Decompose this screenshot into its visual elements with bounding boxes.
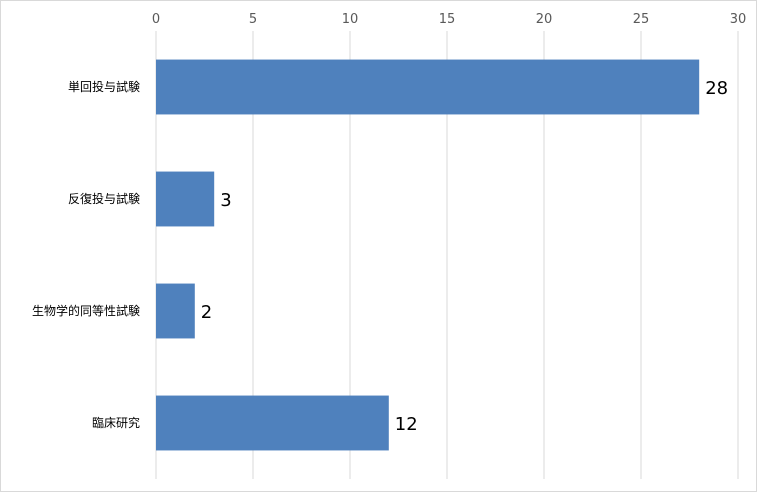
category-label: 単回投与試験	[68, 79, 140, 94]
bars	[156, 59, 700, 451]
bar	[156, 395, 389, 451]
x-tick-label: 20	[536, 12, 553, 27]
bar	[156, 171, 215, 227]
bar	[156, 283, 195, 339]
x-tick-label: 10	[342, 12, 359, 27]
data-label: 2	[201, 302, 212, 323]
bar	[156, 59, 700, 115]
data-label: 28	[705, 78, 728, 99]
data-labels: 28 3 2 12	[201, 78, 728, 435]
data-label: 12	[395, 414, 418, 435]
x-tick-label: 25	[633, 12, 650, 27]
category-label: 反復投与試験	[68, 191, 140, 206]
category-label: 臨床研究	[92, 415, 140, 430]
x-tick-label: 5	[249, 12, 257, 27]
data-label: 3	[220, 190, 231, 211]
x-tick-label: 15	[439, 12, 456, 27]
x-tick-label: 0	[152, 12, 160, 27]
x-axis-ticks: 0 5 10 15 20 25 30	[152, 12, 746, 27]
x-tick-label: 30	[730, 12, 747, 27]
category-label: 生物学的同等性試験	[32, 303, 140, 318]
